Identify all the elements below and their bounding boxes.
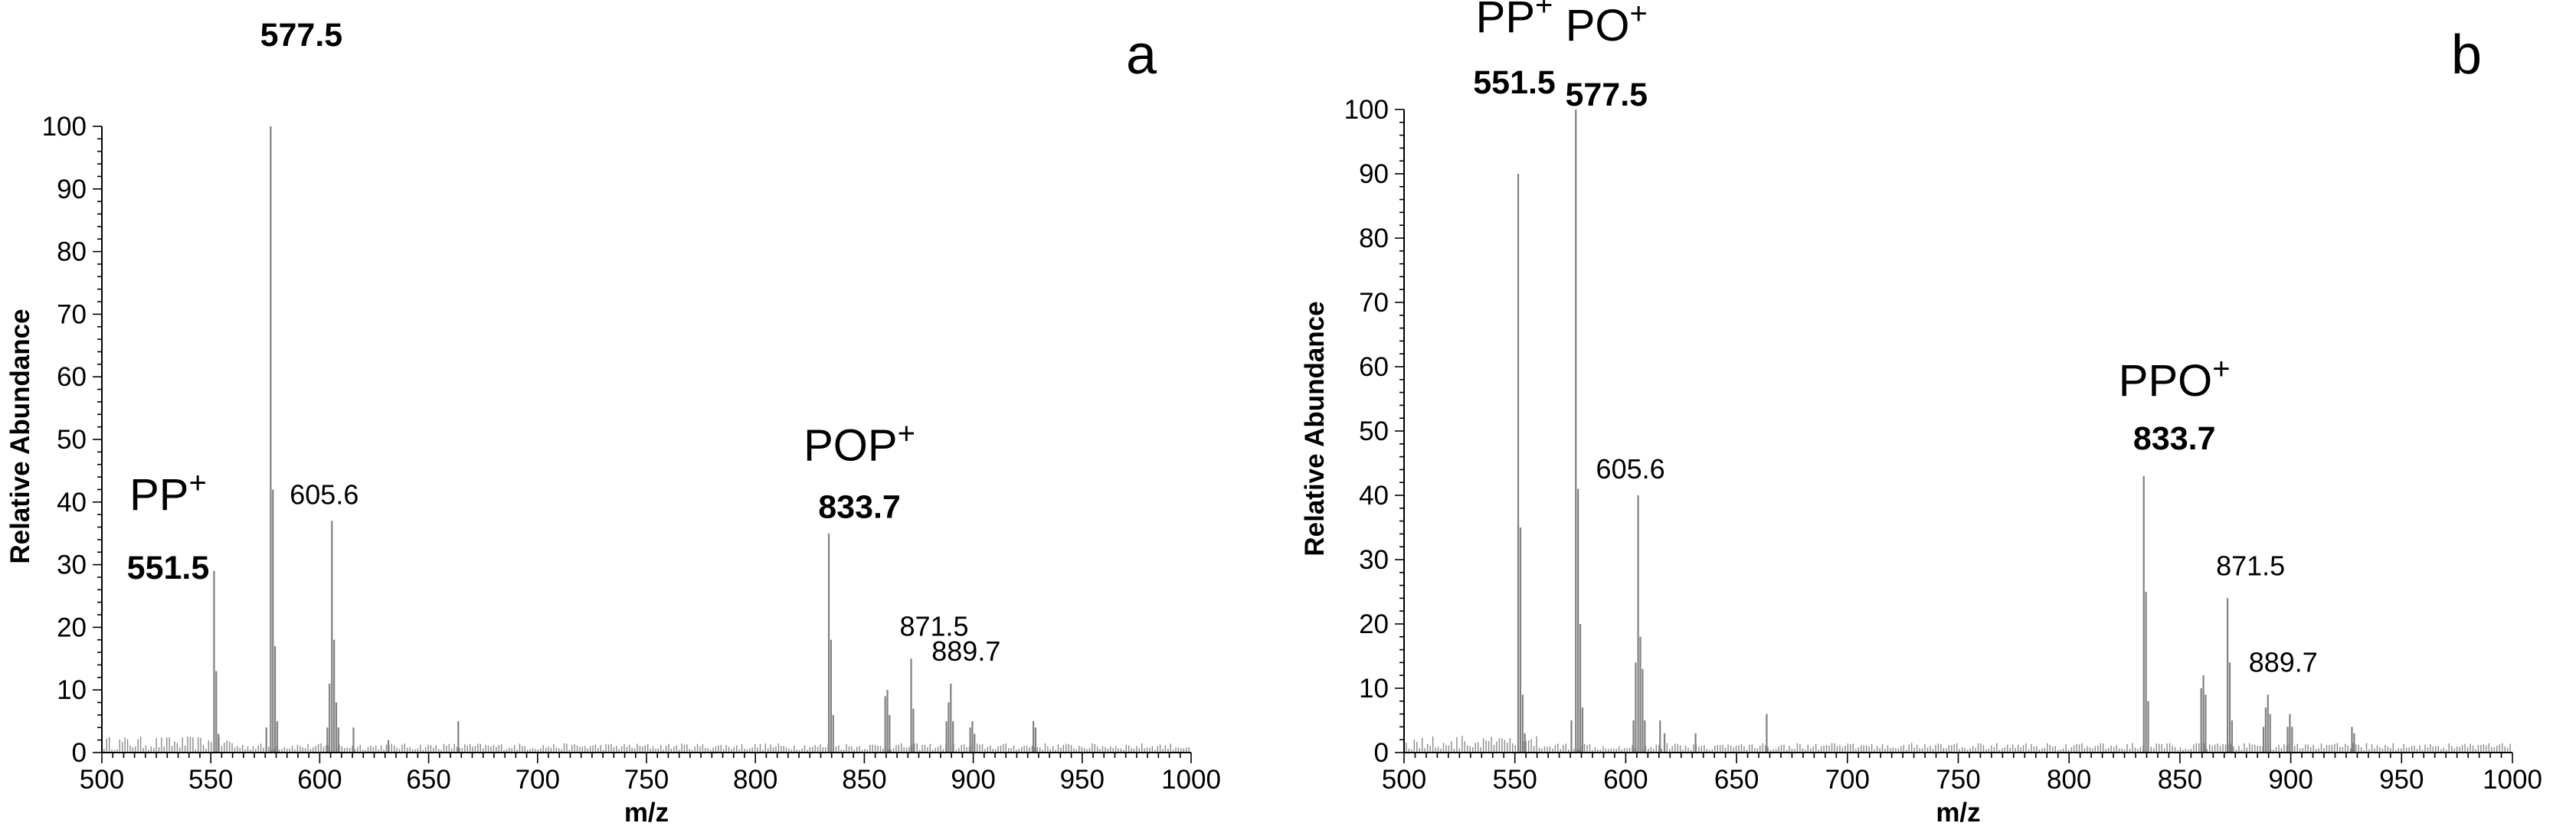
x-tick-label: 1000: [2483, 765, 2542, 795]
ion-charge: +: [188, 466, 206, 500]
x-axis-label: m/z: [624, 798, 669, 828]
x-tick-label: 950: [1060, 765, 1105, 795]
y-axis-label: Relative Abundance: [5, 309, 35, 563]
x-tick-label: 750: [624, 765, 669, 795]
x-tick-label: 700: [1825, 765, 1870, 795]
x-tick-label: 500: [80, 765, 124, 795]
peak-ion-name: PPO+: [2119, 352, 2231, 406]
x-tick-label: 750: [1936, 765, 1980, 795]
y-tick-label: 20: [1359, 609, 1389, 639]
spectrum-panel-a: 0 10 20 30 40 50 60 70 80 90 100 500 550 600 650 700 750…: [5, 17, 1221, 828]
x-tick-label: 700: [516, 765, 560, 795]
peak-mz-label: 605.6: [1596, 453, 1665, 485]
y-tick-label: 20: [57, 612, 87, 642]
peak-mz-label: 889.7: [2249, 646, 2318, 678]
panel-label: b: [2451, 24, 2482, 86]
y-tick-label: 0: [72, 738, 87, 768]
peak-mz-label: 551.5: [127, 550, 210, 586]
peak-mz-label: 833.7: [818, 489, 901, 526]
ion-charge: +: [2212, 352, 2230, 386]
peak-mz-label: 871.5: [899, 610, 968, 642]
x-axis-label: m/z: [1936, 798, 1980, 828]
x-tick-label: 950: [2379, 765, 2424, 795]
panel-label: a: [1126, 24, 1157, 86]
x-tick-label: 900: [2268, 765, 2313, 795]
y-tick-label: 30: [57, 550, 87, 580]
peak-mz-label: 889.7: [931, 635, 1000, 667]
peak-mz-label: 871.5: [2216, 550, 2285, 581]
x-tick-label: 900: [951, 765, 995, 795]
x-tick-label: 650: [1714, 765, 1759, 795]
y-tick-label: 0: [1374, 738, 1389, 768]
y-tick-label: 70: [1359, 288, 1389, 318]
peak-mz-label: 551.5: [1473, 64, 1556, 101]
peak-mz-label: 605.6: [290, 478, 358, 510]
peak-ion-name: PO+: [1566, 0, 1648, 51]
peak-mz-label: 577.5: [1565, 77, 1648, 113]
y-tick-label: 80: [57, 237, 87, 267]
peak-ion-name: POP+: [804, 417, 915, 471]
x-tick-label: 550: [1492, 765, 1537, 795]
x-tick-label: 850: [842, 765, 886, 795]
ion-charge: +: [1535, 0, 1553, 22]
y-tick-label: 10: [1359, 674, 1389, 704]
peak-ion-name: PP+: [129, 466, 207, 520]
spectrum-panel-b: 0 10 20 30 40 50 60 70 80 90 100 500 550 600 650 700 750…: [1300, 0, 2542, 828]
y-tick-label: 40: [57, 488, 87, 518]
peak-mz-label: 833.7: [2133, 420, 2216, 457]
y-tick-label: 30: [1359, 545, 1389, 575]
x-tick-label: 800: [2047, 765, 2091, 795]
y-tick-label: 100: [42, 112, 87, 142]
peaks: [213, 126, 1037, 753]
x-tick-label: 1000: [1161, 765, 1221, 795]
peaks: [1517, 109, 2355, 753]
y-tick-label: 50: [57, 425, 87, 455]
y-tick-label: 90: [57, 175, 87, 204]
y-tick-label: 10: [57, 675, 87, 705]
x-tick-label: 550: [188, 765, 233, 795]
x-tick-label: 800: [733, 765, 777, 795]
y-tick-label: 80: [1359, 224, 1389, 253]
y-tick-label: 100: [1344, 95, 1389, 125]
y-tick-label: 50: [1359, 416, 1389, 446]
ion-charge: +: [1630, 0, 1648, 31]
y-tick-label: 60: [57, 362, 87, 392]
x-tick-label: 650: [406, 765, 450, 795]
x-tick-label: 850: [2158, 765, 2202, 795]
y-tick-label: 60: [1359, 352, 1389, 382]
y-tick-label: 40: [1359, 481, 1389, 511]
x-tick-label: 600: [1603, 765, 1648, 795]
peak-mz-label: 577.5: [260, 17, 343, 54]
x-tick-label: 500: [1382, 765, 1426, 795]
x-tick-label: 600: [297, 765, 342, 795]
y-tick-label: 90: [1359, 159, 1389, 189]
y-tick-label: 70: [57, 299, 87, 329]
ion-charge: +: [898, 417, 915, 451]
y-axis-label: Relative Abundance: [1300, 301, 1330, 556]
peak-ion-name: PP+: [1476, 0, 1553, 42]
